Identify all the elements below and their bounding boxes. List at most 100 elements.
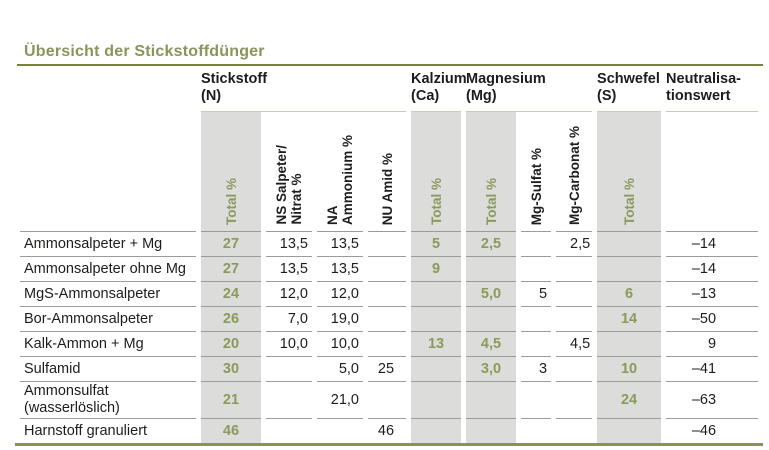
cell-s-total: 14 <box>597 307 662 332</box>
col-header-n-total: Total % <box>201 112 261 232</box>
cell-nu-amid <box>368 282 407 307</box>
cell-ca-total: 13 <box>411 332 462 357</box>
cell-nu-amid: 25 <box>368 357 407 382</box>
cell-neutral: –63 <box>666 382 759 419</box>
col-header-label: NA <box>325 205 340 226</box>
col-header-mg-sulfat: Mg-Sulfat % <box>521 112 552 232</box>
cell-n-total: 30 <box>201 357 261 382</box>
cell-na-ammonium: 12,0 <box>317 282 363 307</box>
row-label-line: Kalk-Ammon + Mg <box>24 335 144 352</box>
cell-mg-carbonat <box>556 382 593 419</box>
column-header-spacer <box>20 112 196 232</box>
table-row: Kalk-Ammon + Mg 20 10,0 10,0 13 4,5 4,5 9 <box>20 332 759 357</box>
table-body: Ammonsalpeter + Mg 27 13,5 13,5 5 2,5 2,5 –14 Am… <box>20 232 759 443</box>
cell-mg-total: 4,5 <box>466 332 517 357</box>
cell-ca-total <box>411 307 462 332</box>
row-label-line: Ammonsalpeter ohne Mg <box>24 260 186 277</box>
cell-mg-carbonat <box>556 282 593 307</box>
cell-mg-sulfat: 3 <box>521 357 552 382</box>
cell-nu-amid: 46 <box>377 422 395 439</box>
col-header-label: Ammonium % <box>340 134 355 225</box>
cell-s-total: 6 <box>597 282 662 307</box>
cell-neutral: –14 <box>666 257 759 282</box>
cell-mg-carbonat: 4,5 <box>556 332 593 357</box>
group-label-line2: (Ca) <box>411 88 440 104</box>
cell-s-total <box>597 419 662 443</box>
cell-mg-total <box>466 419 517 443</box>
group-label-line2: (Mg) <box>466 88 497 104</box>
group-header-spacer <box>20 69 196 112</box>
cell-mg-sulfat: 5 <box>521 282 552 307</box>
row-label-line: Bor-Ammonsalpeter <box>24 310 153 327</box>
cell-n-total: 20 <box>201 332 261 357</box>
cell-ns-nitrat <box>266 382 312 419</box>
cell-ns-nitrat: 12,0 <box>266 282 312 307</box>
cell-na-ammonium: 13,5 <box>317 257 363 282</box>
cell-mg-sulfat <box>521 382 552 419</box>
group-label-line1: Neutralisa- <box>666 71 741 87</box>
group-header-schwefel: Schwefel (S) <box>597 69 662 112</box>
cell-ca-total <box>411 419 462 443</box>
group-label-line1: Stickstoff <box>201 71 268 87</box>
cell-na-ammonium: 5,0 <box>317 357 363 382</box>
col-header-na-ammonium: NA Ammonium % <box>317 112 363 232</box>
cell-ns-nitrat: 13,5 <box>266 257 312 282</box>
cell-neutral: 9 <box>666 332 759 357</box>
row-label: Harnstoff granuliert <box>20 419 196 443</box>
cell-mg-total: 3,0 <box>466 357 517 382</box>
cell-mg-carbonat <box>556 357 593 382</box>
cell-s-total: 24 <box>597 382 662 419</box>
cell-nu-amid <box>368 257 407 282</box>
cell-neutral: –14 <box>666 232 759 257</box>
column-header-row: Total % NS Salpeter/ Nitrat % NA Ammoniu… <box>20 112 759 232</box>
cell-ns-nitrat <box>266 419 312 443</box>
cell-neutral: –41 <box>666 357 759 382</box>
row-label-line: (wasserlöslich) <box>24 400 120 416</box>
cell-na-ammonium: 13,5 <box>317 232 363 257</box>
col-header-ca-total: Total % <box>411 112 462 232</box>
cell-s-total: 10 <box>597 357 662 382</box>
cell-n-total: 24 <box>201 282 261 307</box>
cell-mg-total <box>466 382 517 419</box>
row-label: Ammonsulfat (wasserlöslich) <box>20 382 196 419</box>
group-label-line2: (S) <box>597 88 617 104</box>
group-label-line1: Magnesium <box>466 71 546 87</box>
row-label-line: Harnstoff granuliert <box>24 422 148 439</box>
table-row: Ammonsulfat (wasserlöslich) 21 21,0 24 –63 <box>20 382 759 419</box>
group-label-line2: tionswert <box>666 88 731 104</box>
col-header-label: Total % <box>483 178 499 225</box>
col-header-label: Nitrat % <box>289 173 304 225</box>
row-label: Sulfamid <box>20 357 196 382</box>
table-row: MgS-Ammonsalpeter 24 12,0 12,0 5,0 5 6 –13 <box>20 282 759 307</box>
group-header-row: Stickstoff (N) Kalzium (Ca) Magnesium (M… <box>20 69 759 112</box>
table-row: Ammonsalpeter ohne Mg 27 13,5 13,5 9 –14 <box>20 257 759 282</box>
col-header-s-total: Total % <box>597 112 662 232</box>
row-label: MgS-Ammonsalpeter <box>20 282 196 307</box>
group-label-line1: Schwefel <box>597 71 660 87</box>
cell-n-total: 27 <box>201 232 261 257</box>
col-header-label: Mg-Carbonat % <box>566 126 582 225</box>
cell-mg-carbonat <box>556 419 592 443</box>
cell-ns-nitrat: 10,0 <box>266 332 312 357</box>
page-title: Übersicht der Stickstoffdünger <box>24 43 265 60</box>
group-label-line1: Kalzium <box>411 71 467 87</box>
col-header-mg-total: Total % <box>466 112 517 232</box>
table-row: Bor-Ammonsalpeter 26 7,0 19,0 14 –50 <box>20 307 759 332</box>
cell-nu-amid <box>368 307 407 332</box>
cell-na-ammonium <box>317 419 363 443</box>
cell-na-ammonium: 10,0 <box>317 332 363 357</box>
cell-mg-total: 5,0 <box>466 282 517 307</box>
cell-mg-total <box>466 257 517 282</box>
cell-n-total: 21 <box>201 382 261 419</box>
cell-n-total: 26 <box>201 307 261 332</box>
col-header-label: Total % <box>621 178 637 225</box>
cell-ca-total: 9 <box>411 257 462 282</box>
table-row: Harnstoff granuliert 46 46 –46 <box>20 419 758 443</box>
cell-mg-sulfat <box>521 307 552 332</box>
group-label-line2: (N) <box>201 88 222 104</box>
col-header-label: NS Salpeter/ <box>274 145 289 225</box>
row-label-line: Ammonsalpeter + Mg <box>24 235 163 252</box>
cell-ns-nitrat <box>266 357 312 382</box>
cell-na-ammonium: 19,0 <box>317 307 363 332</box>
group-header-neutralisationswert: Neutralisa- tionswert <box>666 69 759 112</box>
